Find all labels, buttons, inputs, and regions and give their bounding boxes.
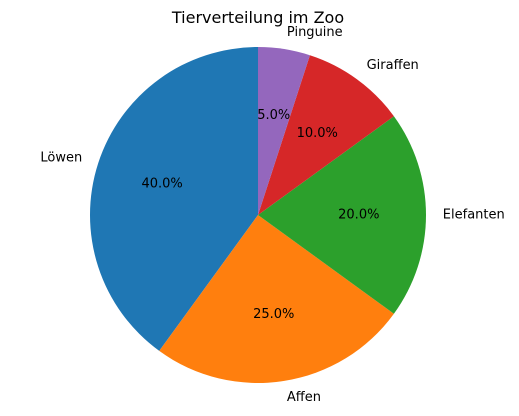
slice-percent-pinguine: 5.0% bbox=[257, 108, 290, 123]
slice-label-affen: Affen bbox=[287, 390, 321, 405]
slice-label-elefanten: Elefanten bbox=[443, 208, 505, 223]
chart-title: Tierverteilung im Zoo bbox=[171, 8, 344, 27]
slice-label-giraffen: Giraffen bbox=[367, 58, 419, 73]
slice-label-l-wen: Löwen bbox=[40, 150, 82, 165]
slice-percent-giraffen: 10.0% bbox=[297, 126, 338, 141]
pie-slices bbox=[90, 47, 426, 383]
pie-slice-affen bbox=[159, 215, 394, 383]
pie-slice-elefanten bbox=[258, 116, 426, 314]
slice-percent-affen: 25.0% bbox=[253, 307, 294, 322]
pie-slice-giraffen bbox=[258, 55, 394, 215]
pie-slice-l-wen bbox=[90, 47, 258, 351]
slice-percent-elefanten: 20.0% bbox=[338, 208, 379, 223]
slice-label-pinguine: Pinguine bbox=[287, 25, 343, 40]
slice-percent-l-wen: 40.0% bbox=[141, 176, 182, 191]
pie-slice-pinguine bbox=[258, 47, 310, 215]
pie-labels: Löwen 40.0% Affen 25.0% Elefanten 20.0% Giraff… bbox=[40, 25, 504, 405]
